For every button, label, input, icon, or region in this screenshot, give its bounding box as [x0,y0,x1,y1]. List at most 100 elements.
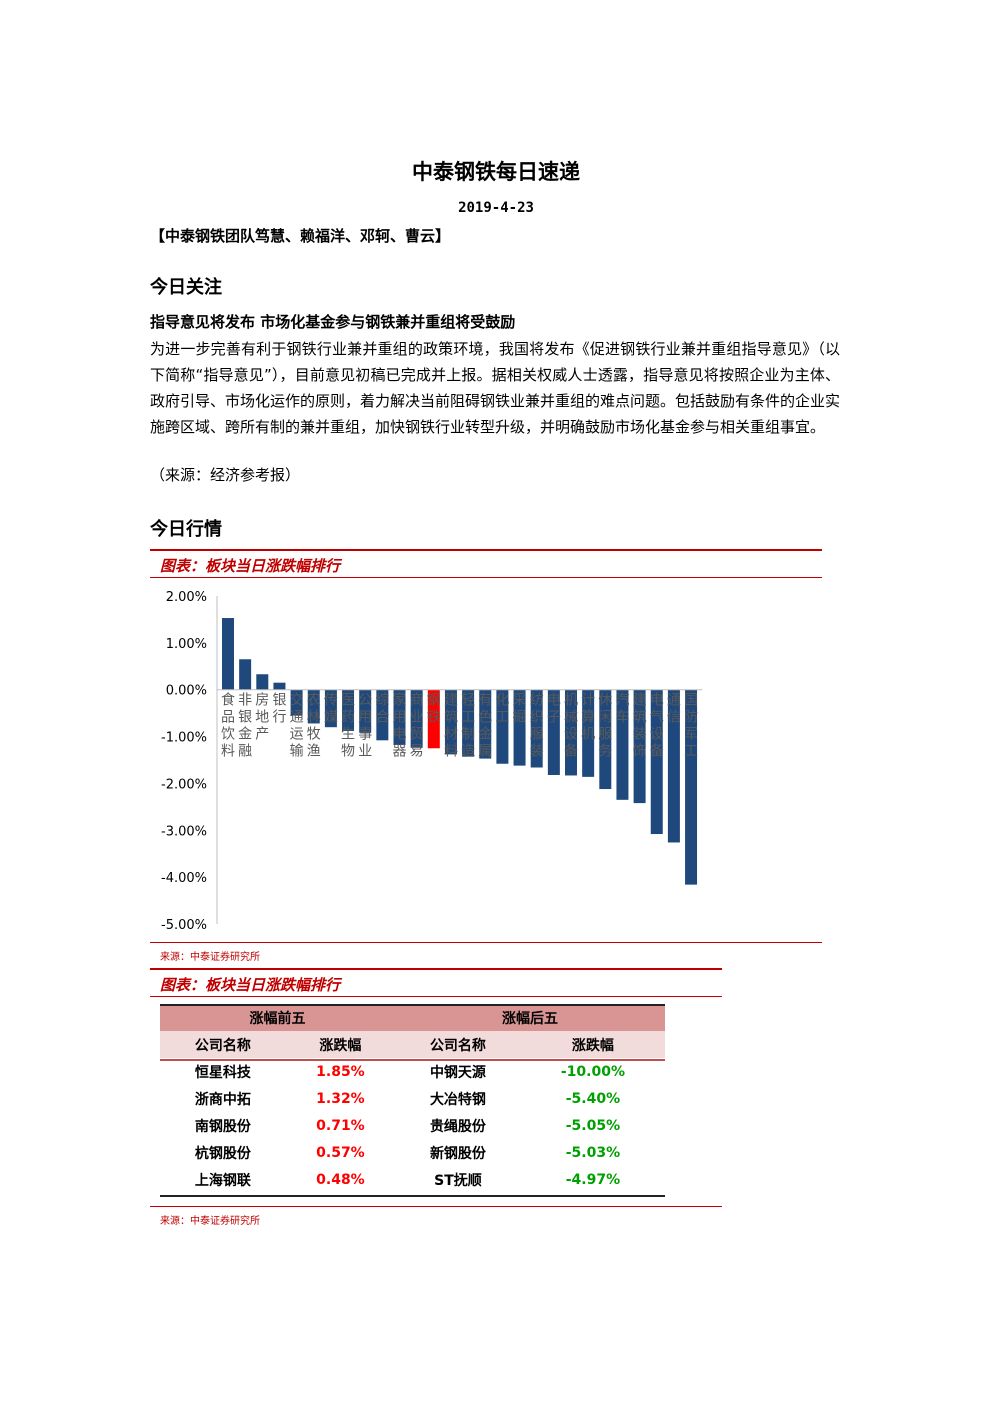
bar-食品饮料 [222,618,234,690]
col-name-header: 公司名称 [160,1031,286,1058]
bar-机械设备 [565,689,577,776]
category-label: 房地产 [255,693,269,743]
bar-轻工制造 [462,689,475,757]
focus-heading: 今日关注 [150,277,222,298]
bar-公用事业 [359,689,372,733]
table-row: 南钢股份 0.71% 贵绳股份 -5.05% [160,1112,665,1139]
table-group-row: 涨幅前五 涨幅后五 [160,1004,665,1031]
category-label: 建筑装饰 [633,693,647,760]
bottom-company-change: -10.00% [560,1063,625,1080]
category-label: 综合 [375,693,389,726]
col-name-header: 公司名称 [395,1031,521,1058]
figure1-caption: 图表：板块当日涨跌幅排行 [160,557,341,575]
top-company-name: 南钢股份 [194,1118,251,1135]
bottom-company-name: 贵绳股份 [429,1118,486,1135]
category-label: 农林牧渔 [307,693,321,760]
bar-电子 [547,689,560,775]
y-tick-label: -1.00% [161,731,207,746]
figure2-top-rule [150,968,722,970]
category-label: 传媒 [324,693,338,726]
category-label: 通信 [667,693,681,726]
bar-银行 [273,682,286,690]
category-label: 医药生物 [341,693,355,760]
col-change-header: 涨跌幅 [285,1031,396,1058]
figure1-top-rule [150,549,822,551]
figure2-caption-rule [150,996,722,997]
y-tick-label: -3.00% [161,824,207,839]
bottom-company-change: -5.40% [565,1090,621,1107]
figure1-caption-rule [150,577,822,578]
category-label: 国防军工 [684,693,698,760]
bar-非银金融 [239,659,252,690]
top-company-name: 恒星科技 [194,1064,251,1081]
category-label: 银行 [272,693,286,726]
category-label: 交通运输 [290,692,304,760]
bar-化工 [496,689,509,764]
y-tick-label: -2.00% [161,777,207,792]
document-title: 中泰钢铁每日速递 [412,160,580,184]
table-column-row: 公司名称 涨跌幅 公司名称 涨跌幅 [160,1031,665,1058]
bar-建筑装饰 [633,689,646,804]
team-line: 【中泰钢铁团队笃慧、赖福洋、邓轲、曹云】 [150,227,451,245]
category-label: 电子 [547,693,561,726]
bar-综合 [376,689,389,741]
category-label: 家用电器 [393,692,407,760]
table-row: 浙商中拓 1.32% 大冶特钢 -5.40% [160,1085,665,1112]
category-label: 非银金融 [238,693,252,760]
category-label: 计算机 [581,693,595,743]
bottom-company-change: -4.97% [565,1171,621,1188]
y-tick-label: 0.00% [166,684,207,699]
table-header-border [160,1059,665,1061]
ranking-table: 涨幅前五 涨幅后五 公司名称 涨跌幅 公司名称 涨跌幅 恒星科技 1.85% 中… [160,1004,665,1193]
bar-电气设备 [650,689,663,835]
bottom-company-change: -5.03% [565,1144,621,1161]
table-bottom-border [160,1195,665,1197]
bar-农林牧渔 [307,689,320,724]
figure2-caption: 图表：板块当日涨跌幅排行 [160,976,341,994]
bar-建筑材料 [444,689,457,755]
category-label: 休闲服务 [598,693,612,760]
bar-采掘 [513,689,526,766]
figure1-source: 来源：中泰证券研究所 [160,952,260,963]
category-label: 采掘 [513,693,527,726]
group-top-header: 涨幅前五 [160,1004,396,1031]
category-label: 化工 [495,693,509,726]
bar-国防军工 [685,689,698,885]
col-change-header: 涨跌幅 [520,1031,665,1058]
top-company-change: 1.32% [316,1090,365,1107]
top-company-name: 浙商中拓 [194,1091,251,1108]
bottom-company-name: 中钢天源 [429,1064,486,1081]
bar-汽车 [616,689,629,800]
bar-计算机 [582,689,595,777]
category-label: 公用事业 [358,693,372,760]
category-label: 轻工制造 [461,693,475,760]
bottom-company-change: -5.05% [565,1117,621,1134]
article-source: （来源：经济参考报） [150,466,301,484]
sector-bar-chart: 2.00% 1.00% 0.00% -1.00% -2.00% -3.00% -4.00% -… [161,590,703,933]
bar-通信 [667,689,680,843]
bar-商业贸易 [410,689,423,748]
table-top-border [160,1004,665,1006]
top-company-change: 0.48% [316,1171,365,1188]
category-label: 机械设备 [564,693,578,760]
bottom-company-name: 大冶特钢 [429,1091,486,1108]
y-tick-label: 2.00% [166,590,207,605]
article-headline: 指导意见将发布 市场化基金参与钢铁兼并重组将受鼓励 [150,313,516,331]
category-label: 汽车 [615,693,629,726]
bar-休闲服务 [599,689,612,790]
y-tick-label: -5.00% [161,918,207,933]
figure2-bottom-rule [150,1206,722,1207]
bar-有色金属 [479,689,492,759]
bar-钢铁 [427,689,440,749]
figure1-bottom-rule [150,942,822,943]
bar-纺织服装 [530,689,543,768]
article-body: 为进一步完善有利于钢铁行业兼并重组的政策环境，我国将发布《促进钢铁行业兼并重组指… [150,340,841,436]
bar-医药生物 [342,689,355,731]
table-row: 恒星科技 1.85% 中钢天源 -10.00% [160,1058,665,1085]
category-label: 钢铁 [427,693,441,726]
bar-交通运输 [290,689,303,716]
bar-家用电器 [393,689,406,746]
bar-传媒 [324,689,337,728]
y-tick-label: -4.00% [161,871,207,886]
category-label: 商业贸易 [410,693,424,760]
